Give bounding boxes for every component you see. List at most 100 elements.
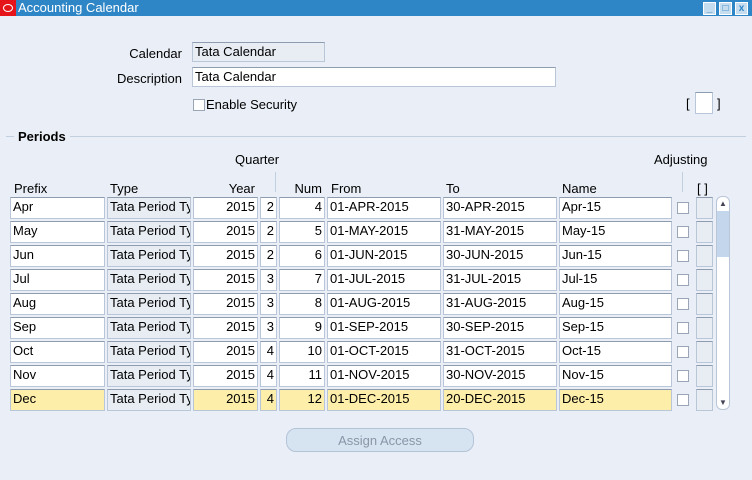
type-cell[interactable]: Tata Period Ty: [107, 389, 191, 411]
type-cell[interactable]: Tata Period Ty: [107, 269, 191, 291]
prefix-cell[interactable]: Oct: [10, 341, 105, 363]
num-cell[interactable]: 9: [279, 317, 325, 339]
quarter-cell[interactable]: 3: [260, 293, 277, 315]
year-cell[interactable]: 2015: [193, 197, 258, 219]
enable-security-checkbox[interactable]: [193, 99, 205, 111]
type-cell[interactable]: Tata Period Ty: [107, 317, 191, 339]
row-flexfield[interactable]: [696, 197, 713, 219]
row-flexfield[interactable]: [696, 221, 713, 243]
row-flexfield[interactable]: [696, 341, 713, 363]
from-cell[interactable]: 01-DEC-2015: [327, 389, 441, 411]
quarter-cell[interactable]: 4: [260, 365, 277, 387]
year-cell[interactable]: 2015: [193, 293, 258, 315]
scrollbar[interactable]: ▲ ▼: [716, 196, 730, 410]
header-flexfield[interactable]: [695, 92, 713, 114]
quarter-cell[interactable]: 3: [260, 317, 277, 339]
type-cell[interactable]: Tata Period Ty: [107, 365, 191, 387]
scroll-down-icon[interactable]: ▼: [719, 398, 727, 407]
row-flexfield[interactable]: [696, 317, 713, 339]
num-cell[interactable]: 10: [279, 341, 325, 363]
type-cell[interactable]: Tata Period Ty: [107, 245, 191, 267]
type-cell[interactable]: Tata Period Ty: [107, 341, 191, 363]
year-cell[interactable]: 2015: [193, 389, 258, 411]
name-cell[interactable]: Dec-15: [559, 389, 672, 411]
from-cell[interactable]: 01-NOV-2015: [327, 365, 441, 387]
prefix-cell[interactable]: Sep: [10, 317, 105, 339]
type-cell[interactable]: Tata Period Ty: [107, 293, 191, 315]
from-cell[interactable]: 01-JUN-2015: [327, 245, 441, 267]
type-cell[interactable]: Tata Period Ty: [107, 221, 191, 243]
from-cell[interactable]: 01-JUL-2015: [327, 269, 441, 291]
maximize-icon[interactable]: □: [719, 2, 732, 15]
scrollbar-thumb[interactable]: [717, 211, 729, 257]
to-cell[interactable]: 30-NOV-2015: [443, 365, 557, 387]
row-flexfield[interactable]: [696, 245, 713, 267]
year-cell[interactable]: 2015: [193, 269, 258, 291]
from-cell[interactable]: 01-SEP-2015: [327, 317, 441, 339]
row-flexfield[interactable]: [696, 365, 713, 387]
adjusting-checkbox[interactable]: [677, 322, 689, 334]
description-field[interactable]: Tata Calendar: [192, 67, 556, 87]
prefix-cell[interactable]: Apr: [10, 197, 105, 219]
to-cell[interactable]: 30-JUN-2015: [443, 245, 557, 267]
to-cell[interactable]: 30-SEP-2015: [443, 317, 557, 339]
year-cell[interactable]: 2015: [193, 341, 258, 363]
from-cell[interactable]: 01-AUG-2015: [327, 293, 441, 315]
prefix-cell[interactable]: Jun: [10, 245, 105, 267]
num-cell[interactable]: 12: [279, 389, 325, 411]
num-cell[interactable]: 8: [279, 293, 325, 315]
minimize-icon[interactable]: _: [703, 2, 716, 15]
name-cell[interactable]: Jul-15: [559, 269, 672, 291]
year-cell[interactable]: 2015: [193, 245, 258, 267]
name-cell[interactable]: Aug-15: [559, 293, 672, 315]
to-cell[interactable]: 31-AUG-2015: [443, 293, 557, 315]
num-cell[interactable]: 11: [279, 365, 325, 387]
year-cell[interactable]: 2015: [193, 317, 258, 339]
name-cell[interactable]: Sep-15: [559, 317, 672, 339]
name-cell[interactable]: May-15: [559, 221, 672, 243]
num-cell[interactable]: 4: [279, 197, 325, 219]
quarter-cell[interactable]: 4: [260, 341, 277, 363]
to-cell[interactable]: 30-APR-2015: [443, 197, 557, 219]
prefix-cell[interactable]: May: [10, 221, 105, 243]
assign-access-button[interactable]: Assign Access: [286, 428, 474, 452]
name-cell[interactable]: Nov-15: [559, 365, 672, 387]
adjusting-checkbox[interactable]: [677, 202, 689, 214]
adjusting-checkbox[interactable]: [677, 298, 689, 310]
adjusting-checkbox[interactable]: [677, 370, 689, 382]
adjusting-checkbox[interactable]: [677, 250, 689, 262]
to-cell[interactable]: 31-OCT-2015: [443, 341, 557, 363]
to-cell[interactable]: 20-DEC-2015: [443, 389, 557, 411]
num-cell[interactable]: 5: [279, 221, 325, 243]
quarter-cell[interactable]: 2: [260, 245, 277, 267]
from-cell[interactable]: 01-OCT-2015: [327, 341, 441, 363]
adjusting-checkbox[interactable]: [677, 274, 689, 286]
calendar-field[interactable]: Tata Calendar: [192, 42, 325, 62]
name-cell[interactable]: Apr-15: [559, 197, 672, 219]
from-cell[interactable]: 01-MAY-2015: [327, 221, 441, 243]
prefix-cell[interactable]: Aug: [10, 293, 105, 315]
adjusting-checkbox[interactable]: [677, 394, 689, 406]
scroll-up-icon[interactable]: ▲: [719, 199, 727, 208]
prefix-cell[interactable]: Nov: [10, 365, 105, 387]
type-cell[interactable]: Tata Period Ty: [107, 197, 191, 219]
quarter-cell[interactable]: 2: [260, 221, 277, 243]
year-cell[interactable]: 2015: [193, 221, 258, 243]
year-cell[interactable]: 2015: [193, 365, 258, 387]
adjusting-checkbox[interactable]: [677, 226, 689, 238]
name-cell[interactable]: Oct-15: [559, 341, 672, 363]
row-flexfield[interactable]: [696, 293, 713, 315]
prefix-cell[interactable]: Dec: [10, 389, 105, 411]
quarter-cell[interactable]: 3: [260, 269, 277, 291]
num-cell[interactable]: 7: [279, 269, 325, 291]
name-cell[interactable]: Jun-15: [559, 245, 672, 267]
close-icon[interactable]: x: [735, 2, 748, 15]
quarter-cell[interactable]: 2: [260, 197, 277, 219]
to-cell[interactable]: 31-MAY-2015: [443, 221, 557, 243]
from-cell[interactable]: 01-APR-2015: [327, 197, 441, 219]
adjusting-checkbox[interactable]: [677, 346, 689, 358]
prefix-cell[interactable]: Jul: [10, 269, 105, 291]
row-flexfield[interactable]: [696, 269, 713, 291]
num-cell[interactable]: 6: [279, 245, 325, 267]
to-cell[interactable]: 31-JUL-2015: [443, 269, 557, 291]
